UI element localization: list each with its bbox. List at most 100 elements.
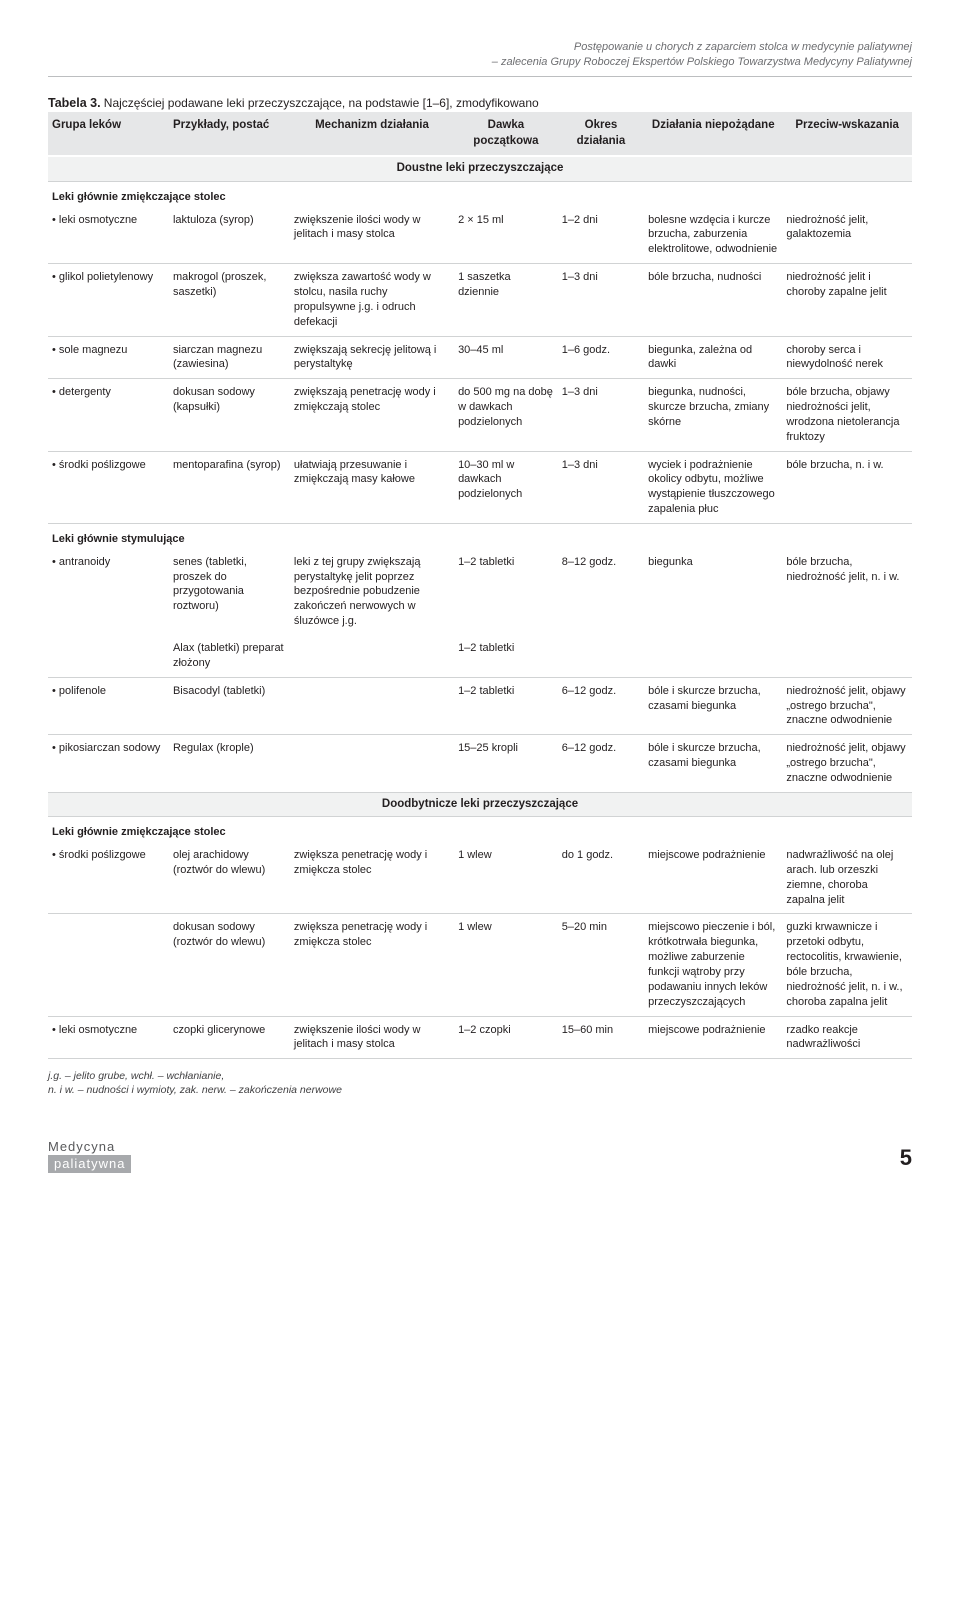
table-cell: czopki glicerynowe [169,1016,290,1059]
table-cell: leki osmotyczne [48,207,169,264]
table-row: leki osmotyczneczopki glicerynowezwiększ… [48,1016,912,1059]
group-label: Leki głównie zmiękczające stolec [48,181,912,206]
table-footnote: j.g. – jelito grube, wchł. – wchłanianie… [48,1069,912,1097]
table-cell: niedrożność jelit, objawy „ostrego brzuc… [782,735,912,793]
table-cell: Regulax (krople) [169,735,290,793]
table-cell [782,635,912,677]
section-header: Doodbytnicze leki przeczyszczające [48,792,912,817]
table-cell: makrogol (proszek, saszetki) [169,264,290,336]
page-number: 5 [900,1143,912,1173]
table-row: Alax (tabletki) preparat złożony 1–2 tabl… [48,635,912,677]
column-header: Grupa leków [48,112,169,156]
table-cell: 1–3 dni [558,379,644,451]
header-line1: Postępowanie u chorych z zaparciem stolc… [48,40,912,55]
table-cell: niedrożność jelit i choroby zapalne jeli… [782,264,912,336]
table-cell: biegunka, nudności, skurcze brzucha, zmi… [644,379,782,451]
table-cell: 30–45 ml [454,336,558,379]
table-row: dokusan sodowy (roztwór do wlewu)zwiększ… [48,914,912,1016]
table-cell: 1 wlew [454,914,558,1016]
table-cell: zwiększa penetrację wody i zmiękcza stol… [290,842,454,914]
table-cell: środki poślizgowe [48,451,169,523]
column-header: Działania niepożądane [644,112,782,156]
footer-brand1: Medycyna [48,1138,131,1156]
table-row: polifenoleBisacodyl (tabletki) 1–2 tablet… [48,677,912,735]
table-cell: antranoidy [48,549,169,635]
table-cell: 1 saszetka dziennie [454,264,558,336]
table-cell: bóle brzucha, niedrożność jelit, n. i w. [782,549,912,635]
table-cell: zwiększają sekrecję jelitową i perystalt… [290,336,454,379]
column-header: Przykłady, postać [169,112,290,156]
table-cell: 1–2 dni [558,207,644,264]
table-cell [558,635,644,677]
table-cell: 1–3 dni [558,451,644,523]
table-cell: Bisacodyl (tabletki) [169,677,290,735]
table-row: glikol polietylenowymakrogol (proszek, s… [48,264,912,336]
table-cell: zwiększenie ilości wody w jelitach i mas… [290,1016,454,1059]
table-cell: miejscowe podrażnienie [644,842,782,914]
table-cell: Alax (tabletki) preparat złożony [169,635,290,677]
table-cell: 1–2 tabletki [454,677,558,735]
column-header: Okres działania [558,112,644,156]
table-cell: biegunka [644,549,782,635]
table-cell: bóle i skurcze brzucha, czasami biegunka [644,735,782,793]
table-cell: choroby serca i niewydolność nerek [782,336,912,379]
table-cell: 1–2 tabletki [454,635,558,677]
table-cell: bóle i skurcze brzucha, czasami biegunka [644,677,782,735]
table-cell: 8–12 godz. [558,549,644,635]
table-cell: siarczan magnezu (zawiesina) [169,336,290,379]
table-cell: wyciek i podrażnienie okolicy odbytu, mo… [644,451,782,523]
table-cell: 1–2 czopki [454,1016,558,1059]
table-cell: niedrożność jelit, galaktozemia [782,207,912,264]
table-cell: pikosiarczan sodowy [48,735,169,793]
table-caption: Najczęściej podawane leki przeczyszczają… [104,96,539,110]
table-row: detergentydokusan sodowy (kapsułki)zwięk… [48,379,912,451]
table-cell: dokusan sodowy (kapsułki) [169,379,290,451]
table-cell [48,635,169,677]
table-row: leki osmotycznelaktuloza (syrop)zwiększe… [48,207,912,264]
section-header: Doustne leki przeczyszczające [48,156,912,181]
table-cell: dokusan sodowy (roztwór do wlewu) [169,914,290,1016]
table-row: sole magnezusiarczan magnezu (zawiesina)… [48,336,912,379]
table-cell: glikol polietylenowy [48,264,169,336]
table-cell [48,914,169,1016]
table-row: pikosiarczan sodowyRegulax (krople) 15–25… [48,735,912,793]
table-cell: leki z tej grupy zwiększają perystaltykę… [290,549,454,635]
table-cell: ułatwiają przesuwanie i zmiękczają masy … [290,451,454,523]
column-header: Dawka początkowa [454,112,558,156]
table-row: środki poślizgowementoparafina (syrop)uł… [48,451,912,523]
table-cell: miejscowe podrażnienie [644,1016,782,1059]
table-cell [290,677,454,735]
footer-brand: Medycyna paliatywna [48,1138,131,1173]
footnote-line1: j.g. – jelito grube, wchł. – wchłanianie… [48,1069,912,1083]
table-cell: 1–2 tabletki [454,549,558,635]
table-cell: niedrożność jelit, objawy „ostrego brzuc… [782,677,912,735]
group-label: Leki głównie stymulujące [48,523,912,548]
table-cell: mentoparafina (syrop) [169,451,290,523]
table-cell: 2 × 15 ml [454,207,558,264]
table-cell: 1–6 godz. [558,336,644,379]
table-row: środki poślizgoweolej arachidowy (roztwó… [48,842,912,914]
table-header-row: Grupa lekówPrzykłady, postaćMechanizm dz… [48,112,912,156]
table-cell [644,635,782,677]
table-cell: rzadko reakcje nadwrażliwości [782,1016,912,1059]
table-row: antranoidysenes (tabletki, proszek do pr… [48,549,912,635]
table-cell: bolesne wzdęcia i kurcze brzucha, zaburz… [644,207,782,264]
table-cell: senes (tabletki, proszek do przygotowani… [169,549,290,635]
table-cell: 15–60 min [558,1016,644,1059]
table-cell: zwiększenie ilości wody w jelitach i mas… [290,207,454,264]
page-footer: Medycyna paliatywna 5 [0,1118,960,1203]
table-cell: 1 wlew [454,842,558,914]
table-cell: polifenole [48,677,169,735]
footer-brand2: paliatywna [48,1155,131,1173]
table-cell: środki poślizgowe [48,842,169,914]
table-cell: 15–25 kropli [454,735,558,793]
column-header: Przeciw-wskazania [782,112,912,156]
table-cell: zwiększa penetrację wody i zmiękcza stol… [290,914,454,1016]
table-cell: 10–30 ml w dawkach podzielonych [454,451,558,523]
table-cell: zwiększają penetrację wody i zmiękczają … [290,379,454,451]
table-cell: 6–12 godz. [558,735,644,793]
table-cell [290,735,454,793]
table-cell: bóle brzucha, objawy niedrożności jelit,… [782,379,912,451]
table-cell: do 1 godz. [558,842,644,914]
header-line2: – zalecenia Grupy Roboczej Ekspertów Pol… [48,55,912,70]
